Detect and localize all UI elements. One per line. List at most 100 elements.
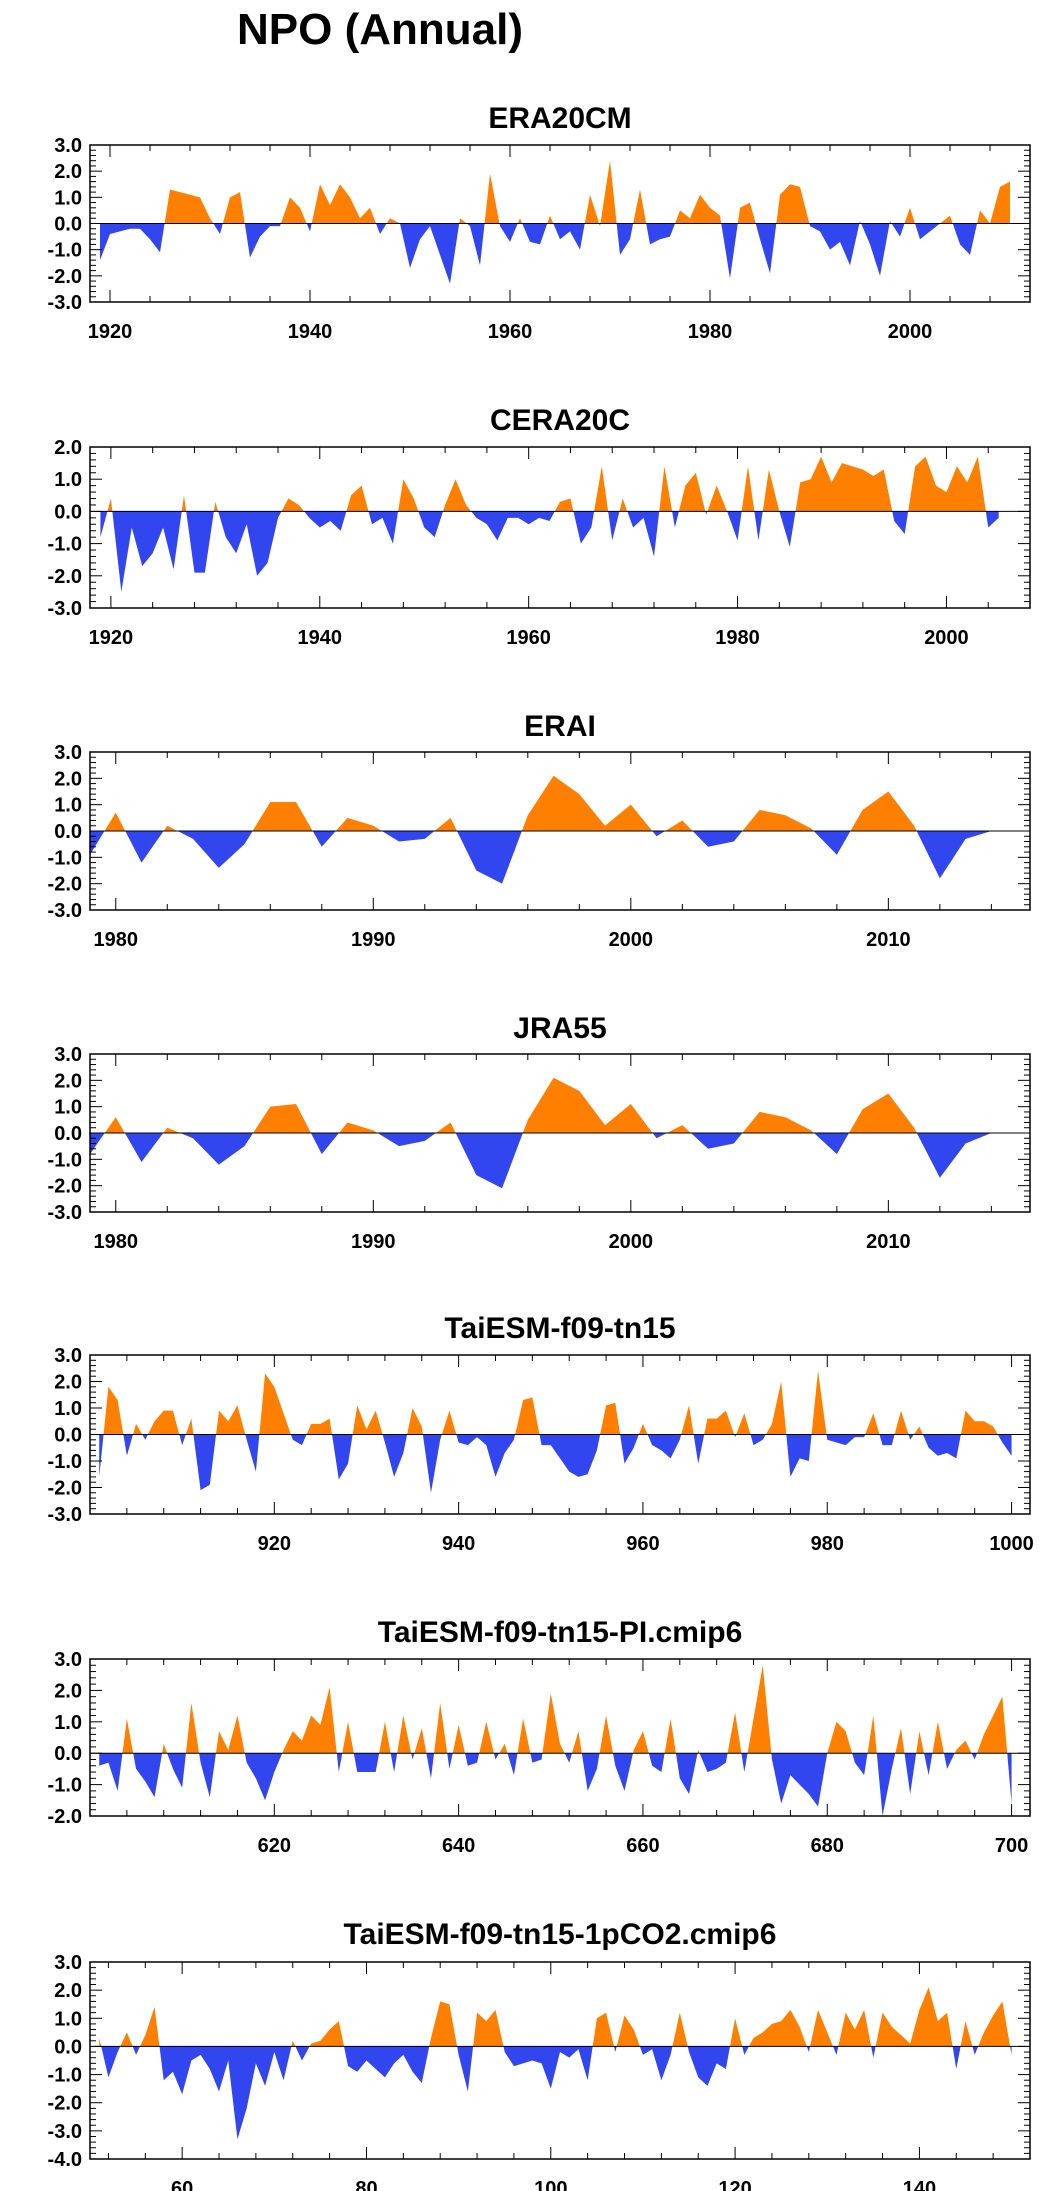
x-tick-label: 920 <box>258 1533 291 1555</box>
y-tick-label: -2.0 <box>48 1478 82 1500</box>
y-tick-label: -1.0 <box>48 534 82 556</box>
y-tick-label: -3.0 <box>48 1504 82 1526</box>
x-tick-label: 2000 <box>924 627 969 649</box>
x-tick-label: 640 <box>442 1835 475 1857</box>
y-tick-label: -3.0 <box>48 2121 82 2143</box>
negative-area <box>100 223 1010 284</box>
y-tick-label: 1.0 <box>54 187 82 209</box>
negative-area <box>100 511 999 592</box>
x-tick-label: 1940 <box>288 321 333 343</box>
y-tick-label: 2.0 <box>54 437 82 459</box>
y-tick-label: 1.0 <box>54 1712 82 1734</box>
positive-area <box>99 1370 1012 1435</box>
y-tick-label: 2.0 <box>54 1980 82 2002</box>
y-tick-label: 0.0 <box>54 1425 82 1447</box>
y-tick-label: 3.0 <box>54 1952 82 1974</box>
y-tick-label: -2.0 <box>48 266 82 288</box>
x-tick-label: 1920 <box>88 321 133 343</box>
x-tick-label: 1960 <box>506 627 551 649</box>
y-tick-label: 2.0 <box>54 1372 82 1394</box>
negative-area <box>99 1434 1012 1493</box>
negative-area <box>99 2046 1012 2140</box>
y-tick-label: -2.0 <box>48 874 82 896</box>
x-tick-label: 2000 <box>609 1231 654 1253</box>
x-tick-label: 980 <box>811 1533 844 1555</box>
y-tick-label: -2.0 <box>48 566 82 588</box>
negative-area <box>90 831 992 884</box>
chart-title: JRA55 <box>513 1012 606 1045</box>
x-tick-label: 940 <box>442 1533 475 1555</box>
y-tick-label: -1.0 <box>48 1451 82 1473</box>
y-tick-label: -2.0 <box>48 1806 82 1828</box>
x-tick-label: 1990 <box>351 929 396 951</box>
x-tick-label: 620 <box>258 1835 291 1857</box>
x-tick-label: 2000 <box>609 929 654 951</box>
y-tick-label: -3.0 <box>48 292 82 314</box>
y-tick-label: 3.0 <box>54 1649 82 1671</box>
y-tick-label: -1.0 <box>48 240 82 262</box>
chart-title: ERA20CM <box>488 102 631 135</box>
x-tick-label: 1980 <box>688 321 733 343</box>
chart-panel-5: TaiESM-f09-tn15 -3.0 -2.0 -1.0 0.0 1.0 2.0 3.0 9… <box>48 1312 1034 1555</box>
chart-panel-1: ERA20CM -3.0 -2.0 -1.0 0.0 1.0 2.0 3.0 1920 1940 1… <box>48 102 1031 343</box>
y-tick-label: -3.0 <box>48 598 82 620</box>
y-tick-label: 3.0 <box>54 1044 82 1066</box>
x-tick-label: 140 <box>903 2178 936 2191</box>
plot-frame <box>89 446 1031 609</box>
y-tick-label: -4.0 <box>48 2149 82 2171</box>
y-tick-label: 0.0 <box>54 1123 82 1145</box>
y-tick-label: 2.0 <box>54 768 82 790</box>
y-tick-label: -1.0 <box>48 2065 82 2087</box>
y-tick-label: 1.0 <box>54 2008 82 2030</box>
chart-panel-3: ERAI -3.0 -2.0 -1.0 0.0 1.0 2.0 3.0 1980 1990 2000… <box>48 710 1031 951</box>
chart-title: TaiESM-f09-tn15-PI.cmip6 <box>378 1616 743 1649</box>
x-tick-label: 100 <box>534 2178 567 2191</box>
x-tick-label: 120 <box>718 2178 751 2191</box>
x-tick-label: 80 <box>355 2178 377 2191</box>
y-tick-label: -1.0 <box>48 847 82 869</box>
plot-frame <box>89 1658 1031 1817</box>
x-tick-label: 1980 <box>715 627 760 649</box>
x-tick-label: 660 <box>626 1835 659 1857</box>
x-tick-label: 1980 <box>94 929 139 951</box>
y-tick-label: -3.0 <box>48 1202 82 1224</box>
x-tick-label: 960 <box>626 1533 659 1555</box>
positive-area <box>99 1665 1012 1754</box>
y-tick-label: 2.0 <box>54 161 82 183</box>
negative-area <box>90 1133 992 1189</box>
y-tick-label: 1.0 <box>54 795 82 817</box>
x-tick-label: 680 <box>811 1835 844 1857</box>
x-tick-label: 1990 <box>351 1231 396 1253</box>
main-title: NPO (Annual) <box>237 5 523 54</box>
positive-area <box>90 1077 992 1133</box>
chart-title: ERAI <box>524 710 596 743</box>
positive-area <box>99 1987 1012 2047</box>
chart-title: TaiESM-f09-tn15 <box>444 1312 675 1345</box>
positive-area <box>100 160 1010 224</box>
y-tick-label: -1.0 <box>48 1775 82 1797</box>
x-tick-label: 1920 <box>89 627 134 649</box>
y-tick-label: 0.0 <box>54 214 82 236</box>
chart-panel-2: CERA20C -3.0 -2.0 -1.0 0.0 1.0 2.0 1920 1940 1960… <box>48 404 1031 649</box>
y-tick-label: 1.0 <box>54 469 82 491</box>
x-tick-label: 2000 <box>888 321 933 343</box>
y-tick-label: 0.0 <box>54 501 82 523</box>
chart-title: TaiESM-f09-tn15-1pCO2.cmip6 <box>344 1918 777 1951</box>
y-tick-label: 3.0 <box>54 742 82 764</box>
x-tick-label: 1960 <box>488 321 533 343</box>
x-tick-label: 2010 <box>866 1231 911 1253</box>
y-tick-label: -2.0 <box>48 1176 82 1198</box>
y-tick-label: 3.0 <box>54 1345 82 1367</box>
y-tick-label: -2.0 <box>48 2093 82 2115</box>
y-tick-label: 2.0 <box>54 1680 82 1702</box>
x-tick-label: 700 <box>995 1835 1028 1857</box>
chart-title: CERA20C <box>490 404 630 437</box>
x-tick-label: 2010 <box>866 929 911 951</box>
y-tick-label: 0.0 <box>54 1743 82 1765</box>
y-tick-label: 0.0 <box>54 2036 82 2058</box>
y-tick-label: 1.0 <box>54 1097 82 1119</box>
plot-frame <box>89 1961 1031 2160</box>
x-tick-label: 1980 <box>94 1231 139 1253</box>
y-tick-label: 3.0 <box>54 135 82 157</box>
x-tick-label: 1000 <box>989 1533 1034 1555</box>
